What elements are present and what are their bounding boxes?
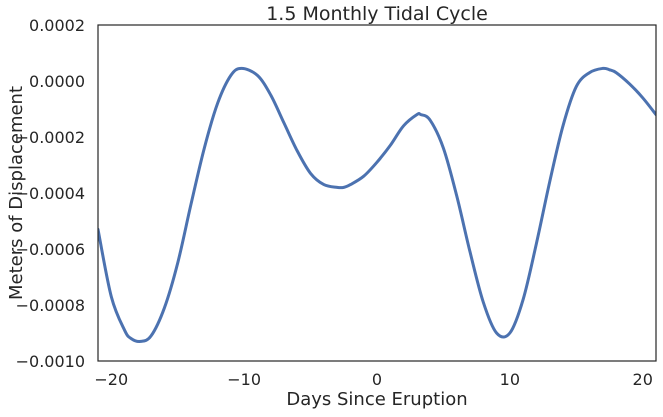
chart-title: 1.5 Monthly Tidal Cycle	[266, 3, 488, 25]
y-tick-label: −0.0006	[16, 240, 85, 259]
x-axis-title: Days Since Eruption	[286, 389, 467, 410]
y-tick-label: −0.0010	[16, 352, 85, 371]
x-tick-label: 20	[633, 370, 653, 389]
x-tick-label: 10	[500, 370, 520, 389]
displacement-series-line	[98, 66, 656, 343]
y-tick-label: −0.0008	[16, 296, 85, 315]
x-tick-label: −10	[227, 370, 261, 389]
y-tick-label: −0.0004	[16, 184, 85, 203]
y-tick-label: −0.0002	[16, 128, 85, 147]
y-tick-label: 0.0000	[29, 72, 85, 91]
y-axis-title: Meters of Displacement	[6, 86, 27, 300]
x-tick-label: 0	[372, 370, 382, 389]
plot-area-frame	[97, 24, 657, 362]
y-axis: −0.0010 −0.0008 −0.0006 −0.0004 −0.0002 0.000…	[16, 16, 85, 371]
y-tick-label: 0.0002	[29, 16, 85, 35]
x-axis: −20 −10 0 10 20	[94, 370, 652, 389]
x-tick-label: −20	[94, 370, 128, 389]
